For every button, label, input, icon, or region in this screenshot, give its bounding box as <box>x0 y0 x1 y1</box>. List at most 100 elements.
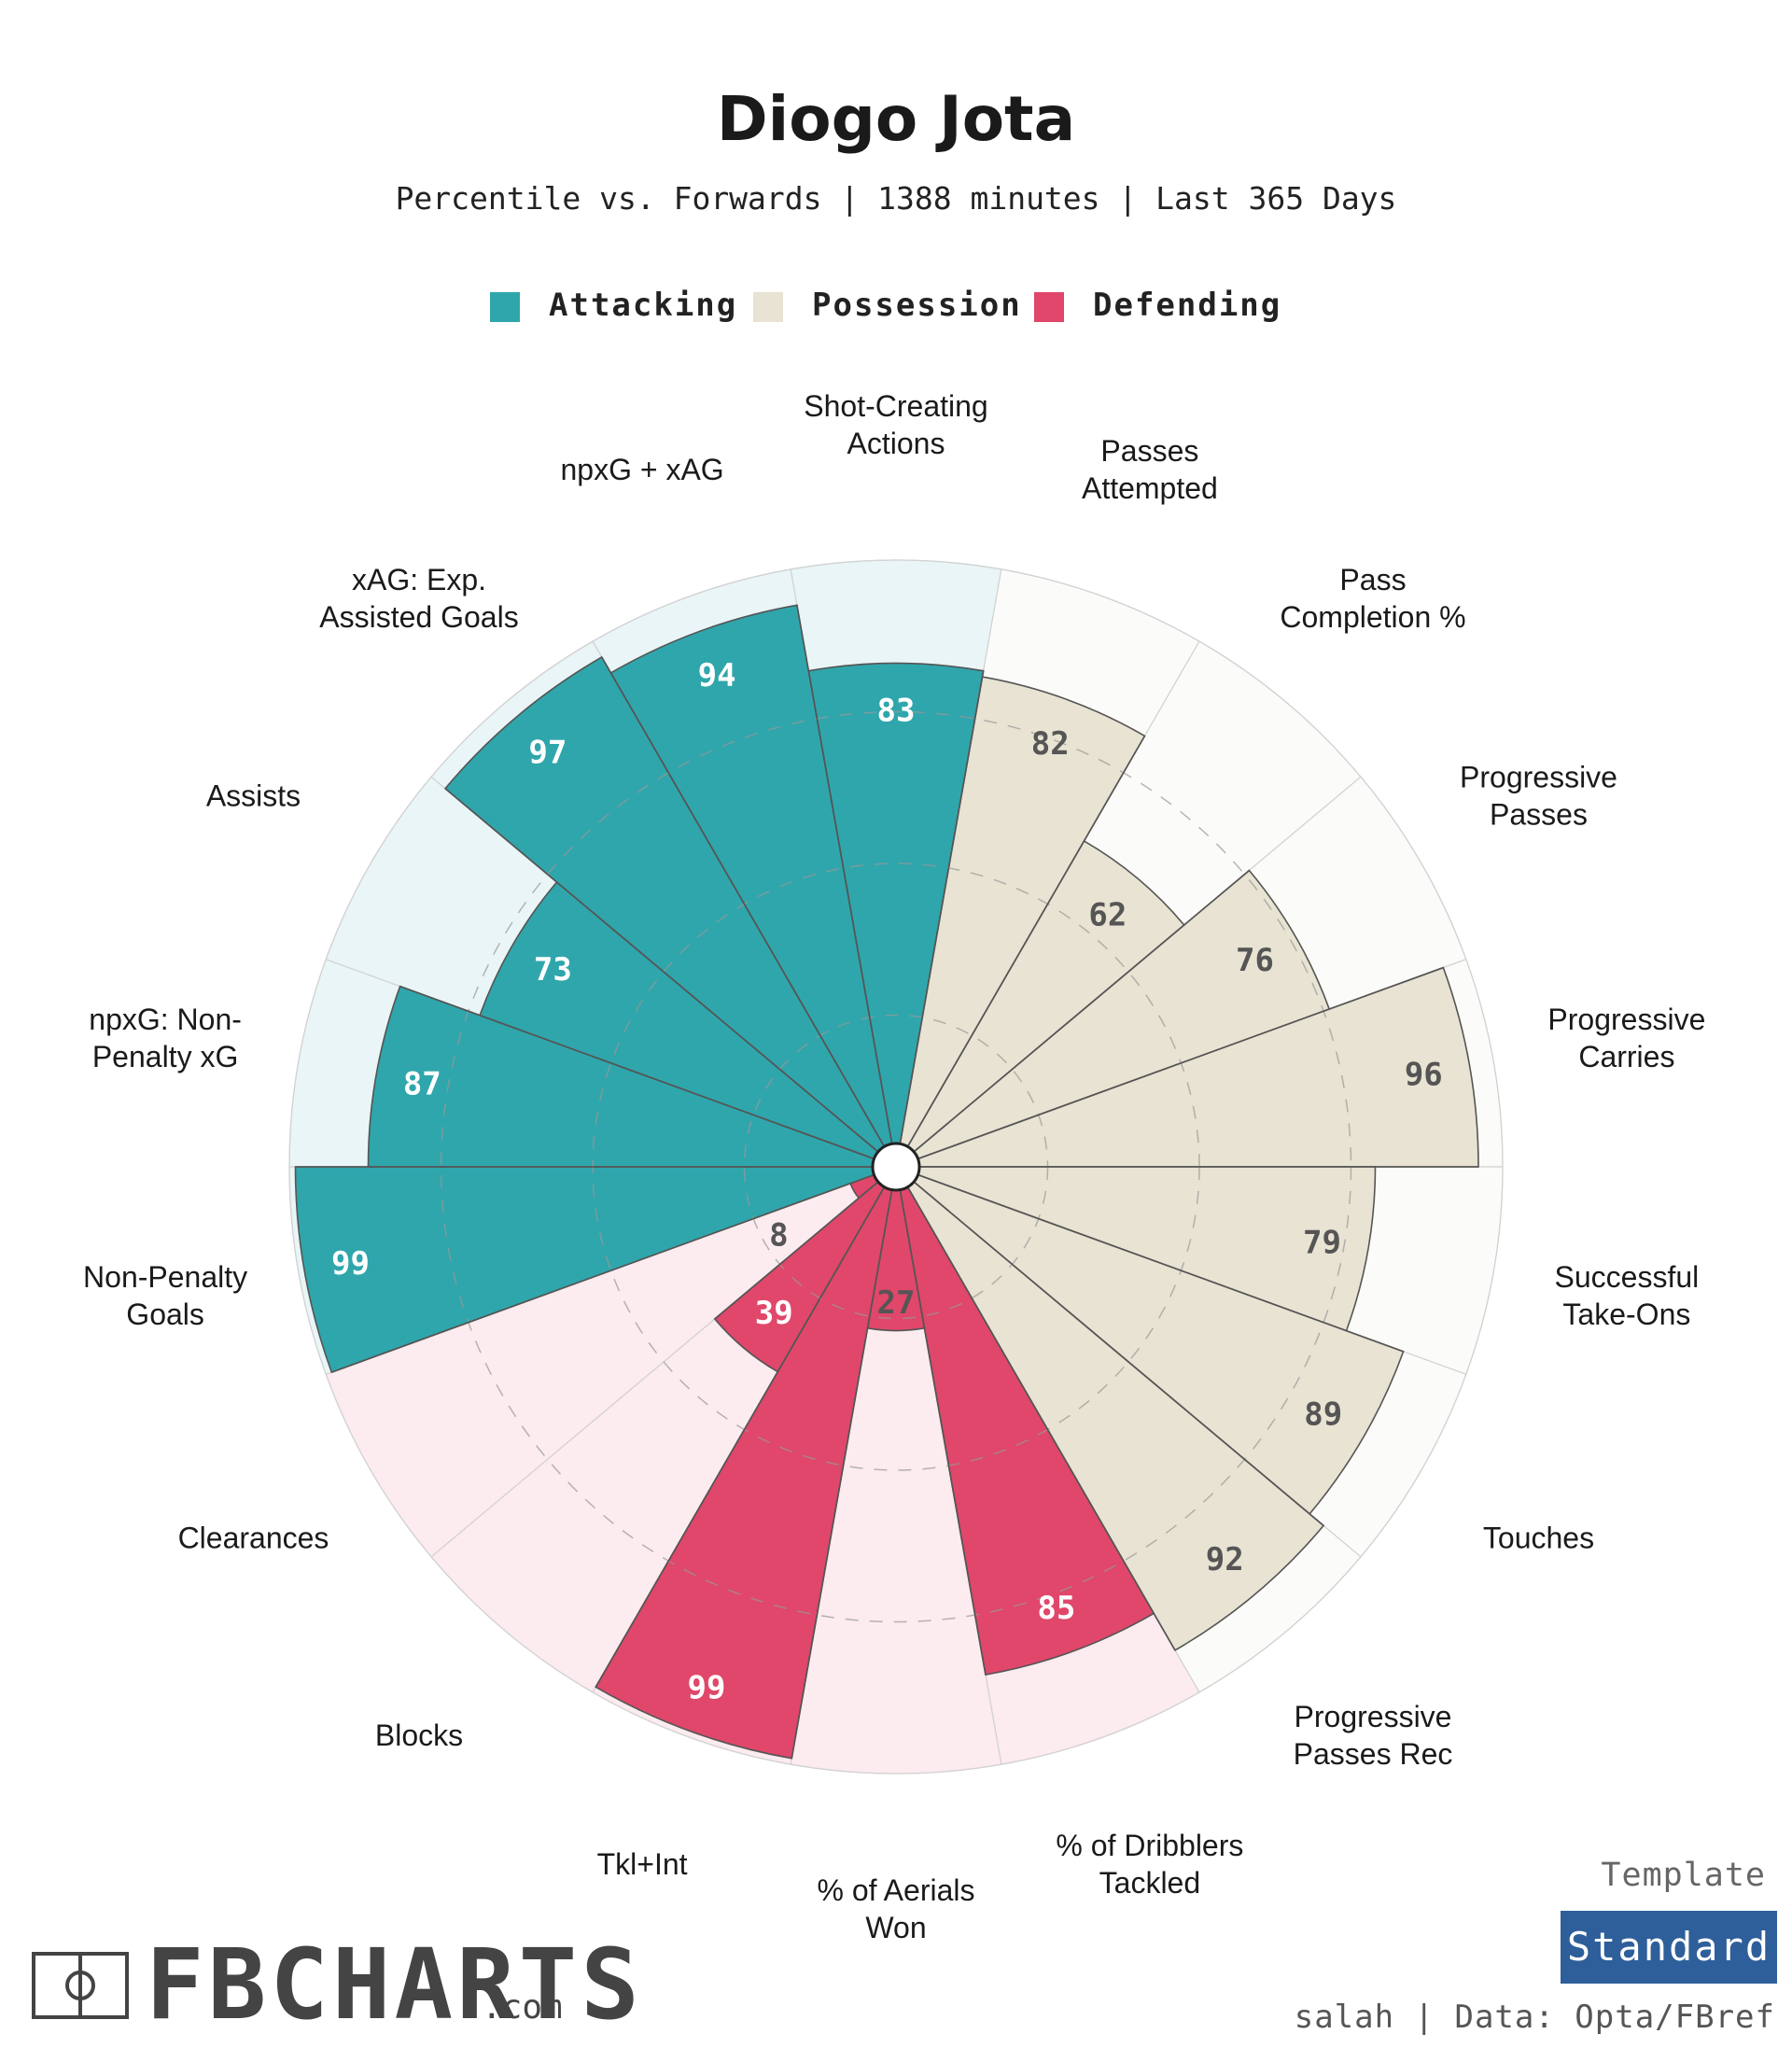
value-label-progressive-carries: 96 <box>1405 1056 1443 1093</box>
center-hole <box>871 1142 921 1192</box>
legend-swatch-defending <box>1034 292 1064 322</box>
bar-successful-take-ons <box>895 1166 1377 1332</box>
legend-swatch-attacking <box>490 292 520 322</box>
value-labels: 83 82 62 76 96 79 89 92 85 27 99 39 8 99 87 73 97 94 <box>331 657 1443 1707</box>
value-label-non-penalty-goals: 99 <box>331 1245 370 1283</box>
value-label-successful-take-ons: 79 <box>1303 1225 1341 1262</box>
template-label: Template <box>1601 1857 1766 1894</box>
data-credit: salah | Data: Opta/FBref <box>1295 1999 1775 2036</box>
slice-divider <box>595 1166 897 1688</box>
chart-title: Diogo Jota <box>717 83 1075 155</box>
legend-label-attacking: Attacking <box>549 287 737 324</box>
value-bars <box>294 604 1479 1760</box>
legend-label-defending: Defending <box>1093 287 1281 324</box>
bar-progressive-passes <box>895 869 1331 1168</box>
legend-label-possession: Possession <box>812 287 1022 324</box>
category-label-successful-take-ons-line1: Successful <box>1555 1260 1700 1294</box>
value-label-progressive-passes: 76 <box>1236 942 1274 979</box>
category-label-successful-take-ons-line2: Take-Ons <box>1562 1298 1690 1331</box>
slice-divider <box>714 1166 897 1320</box>
legend: Attacking Possession Defending <box>490 287 1281 324</box>
fbcharts-logo: FBCHARTS .com <box>32 1928 643 2041</box>
bar-shot-creating-actions <box>807 662 985 1168</box>
category-label-passes-attempted-line2: Attempted <box>1082 471 1218 505</box>
bar-pass-completion <box>895 839 1185 1168</box>
slice-divider <box>796 605 897 1168</box>
category-label-tkl-int: Tkl+Int <box>597 1847 688 1881</box>
value-label-of-dribblers-tackled: 85 <box>1037 1590 1075 1627</box>
template-value: Standard <box>1567 1924 1771 1970</box>
value-label-blocks: 39 <box>755 1295 793 1332</box>
category-label-non-penalty-goals-line2: Goals <box>126 1298 204 1331</box>
value-label-touches: 89 <box>1304 1396 1342 1433</box>
bar-passes-attempted <box>895 676 1146 1168</box>
slice-divider <box>895 736 1146 1168</box>
category-label-xag-exp-assisted-goals-line2: Assisted Goals <box>319 600 518 634</box>
slice-divider <box>895 670 985 1168</box>
category-label-of-dribblers-tackled-line2: Tackled <box>1099 1866 1201 1900</box>
slice-divider <box>895 869 1250 1168</box>
template-badge <box>1561 1911 1777 1984</box>
category-label-progressive-carries-line2: Carries <box>1578 1040 1674 1073</box>
slice-divider <box>895 1166 1404 1353</box>
bar-touches <box>895 1166 1405 1515</box>
bar-xag-exp-assisted-goals <box>443 655 897 1168</box>
value-label-npxg-non-penalty-xg: 87 <box>403 1066 441 1103</box>
category-label-of-dribblers-tackled-line1: % of Dribblers <box>1056 1829 1243 1862</box>
bar-progressive-passes-rec <box>895 1166 1325 1651</box>
slice-divider <box>895 1166 987 1676</box>
value-label-clearances: 8 <box>769 1217 788 1255</box>
category-label-shot-creating-actions-line2: Actions <box>847 427 945 460</box>
outer-ring <box>288 559 1504 1774</box>
value-label-xag-exp-assisted-goals: 97 <box>528 734 567 771</box>
category-label-npxg-non-penalty-xg-line2: Penalty xG <box>92 1040 239 1073</box>
category-label-progressive-passes-line1: Progressive <box>1460 761 1617 794</box>
value-label-passes-attempted: 82 <box>1031 725 1070 763</box>
category-label-of-aerials-won-line2: Won <box>865 1911 926 1944</box>
bar-tkl-int <box>595 1166 897 1760</box>
category-label-progressive-carries-line1: Progressive <box>1547 1003 1705 1036</box>
category-label-npxg-non-penalty-xg-line1: npxG: Non- <box>89 1003 242 1036</box>
logo-text: FBCHARTS <box>146 1928 643 2041</box>
category-label-npxg-xag: npxG + xAG <box>561 453 724 486</box>
value-label-shot-creating-actions: 83 <box>877 693 916 730</box>
value-label-of-aerials-won: 27 <box>877 1284 916 1322</box>
slice-divider <box>791 1166 897 1759</box>
category-label-blocks: Blocks <box>375 1718 463 1752</box>
bar-npxg-non-penalty-xg <box>367 985 897 1168</box>
value-label-npxg-xag: 94 <box>698 657 736 694</box>
category-label-progressive-passes-rec-line1: Progressive <box>1295 1700 1452 1733</box>
bar-assists <box>479 880 897 1168</box>
category-label-pass-completion-line1: Pass <box>1339 563 1406 596</box>
bar-of-dribblers-tackled <box>895 1166 1155 1676</box>
value-label-assists: 73 <box>534 951 572 989</box>
slice-dividers <box>295 605 1478 1759</box>
value-label-pass-completion: 62 <box>1088 897 1127 934</box>
category-label-pass-completion-line2: Completion % <box>1280 600 1465 634</box>
bar-progressive-carries <box>895 966 1479 1168</box>
value-label-progressive-passes-rec: 92 <box>1206 1541 1244 1578</box>
category-label-of-aerials-won-line1: % of Aerials <box>818 1873 975 1907</box>
slice-divider <box>444 788 897 1168</box>
slice-divider <box>601 656 897 1168</box>
category-label-touches: Touches <box>1483 1522 1594 1555</box>
category-label-passes-attempted-line1: Passes <box>1100 434 1198 468</box>
slice-divider <box>399 985 897 1168</box>
chart-subtitle: Percentile vs. Forwards | 1388 minutes |… <box>396 180 1397 217</box>
logo-suffix: .com <box>482 1988 563 2027</box>
value-label-tkl-int: 99 <box>688 1670 726 1707</box>
category-label-non-penalty-goals-line1: Non-Penalty <box>83 1260 247 1294</box>
bar-npxg-xag <box>609 604 897 1168</box>
slice-divider <box>895 1166 1176 1651</box>
category-label-progressive-passes-rec-line2: Passes Rec <box>1294 1737 1453 1771</box>
category-label-progressive-passes-line2: Passes <box>1490 798 1588 832</box>
legend-swatch-possession <box>753 292 783 322</box>
category-label-shot-creating-actions-line1: Shot-Creating <box>804 389 987 423</box>
slice-divider <box>895 966 1444 1168</box>
category-label-assists: Assists <box>206 779 301 813</box>
slice-divider <box>331 1166 897 1373</box>
pitch-icon-circle <box>65 1971 95 2000</box>
slice-divider <box>895 1166 1324 1527</box>
